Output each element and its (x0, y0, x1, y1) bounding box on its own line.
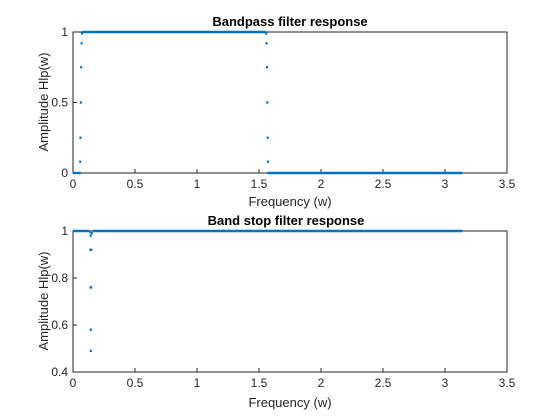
data-point (80, 32, 83, 35)
x-tick-label: 0.5 (127, 177, 144, 191)
data-point (79, 101, 82, 104)
data-point (266, 101, 269, 104)
data-point (79, 160, 82, 163)
data-point (89, 230, 92, 234)
x-tick-label: 2 (318, 376, 325, 390)
subplot-bandpass: Bandpass filter response Frequency (w) A… (36, 14, 516, 209)
data-point (90, 248, 93, 251)
axis-ticks-bandstop: 0 0.5 1 1.5 2 2.5 3 3.5 0.4 0.6 0.8 1 (51, 224, 515, 390)
axis-ticks-bandpass: 0 0.5 1 1.5 2 2.5 3 3.5 0 0.5 1 (51, 25, 515, 191)
x-tick-label: 3.5 (499, 376, 516, 390)
y-tick-label: 0.6 (51, 318, 68, 332)
data-point (267, 171, 270, 175)
x-tick-label: 3 (442, 177, 449, 191)
data-point (80, 66, 83, 69)
x-tick-label: 3.5 (499, 177, 516, 191)
y-tick-label: 0.4 (51, 365, 68, 379)
data-point (89, 328, 92, 331)
data-point (78, 171, 81, 175)
y-tick-label: 1 (61, 224, 68, 238)
x-tick-label: 0 (70, 177, 77, 191)
x-tick-label: 1.5 (251, 177, 268, 191)
y-tick-label: 0.8 (51, 271, 68, 285)
x-tick-label: 2 (318, 177, 325, 191)
data-point (265, 42, 268, 45)
x-axis-label-bandpass: Frequency (w) (248, 194, 331, 209)
data-point (89, 349, 92, 353)
x-tick-label: 0 (70, 376, 77, 390)
data-point (79, 136, 82, 139)
y-axis-label-bandstop: Amplitude Hlp(w) (36, 252, 51, 351)
x-axis-label-bandstop: Frequency (w) (248, 395, 331, 410)
data-point (90, 232, 93, 235)
x-tick-label: 1.5 (251, 376, 268, 390)
chart-title-bandstop: Band stop filter response (208, 213, 365, 228)
data-point (267, 160, 270, 163)
y-tick-label: 1 (61, 25, 68, 39)
subplot-bandstop: Band stop filter response Frequency (w) … (36, 213, 516, 410)
y-tick-label: 0.5 (51, 96, 68, 110)
data-point (266, 136, 269, 139)
data-point (90, 286, 93, 289)
x-tick-label: 0.5 (127, 376, 144, 390)
plot-area-bandstop (72, 230, 508, 373)
data-point (265, 66, 268, 69)
data-point (89, 234, 92, 237)
plot-area-bandpass (72, 31, 508, 174)
series-marks-bandstop (73, 229, 463, 353)
x-tick-label: 1 (194, 177, 201, 191)
x-tick-label: 2.5 (375, 376, 392, 390)
chart-title-bandpass: Bandpass filter response (212, 14, 367, 29)
x-tick-label: 2.5 (375, 177, 392, 191)
x-tick-label: 1 (194, 376, 201, 390)
series-marks-bandpass (73, 30, 463, 175)
y-tick-label: 0 (61, 166, 68, 180)
data-point (80, 42, 83, 45)
data-point (265, 32, 268, 35)
y-axis-label-bandpass: Amplitude Hlp(w) (36, 53, 51, 152)
x-tick-label: 3 (442, 376, 449, 390)
